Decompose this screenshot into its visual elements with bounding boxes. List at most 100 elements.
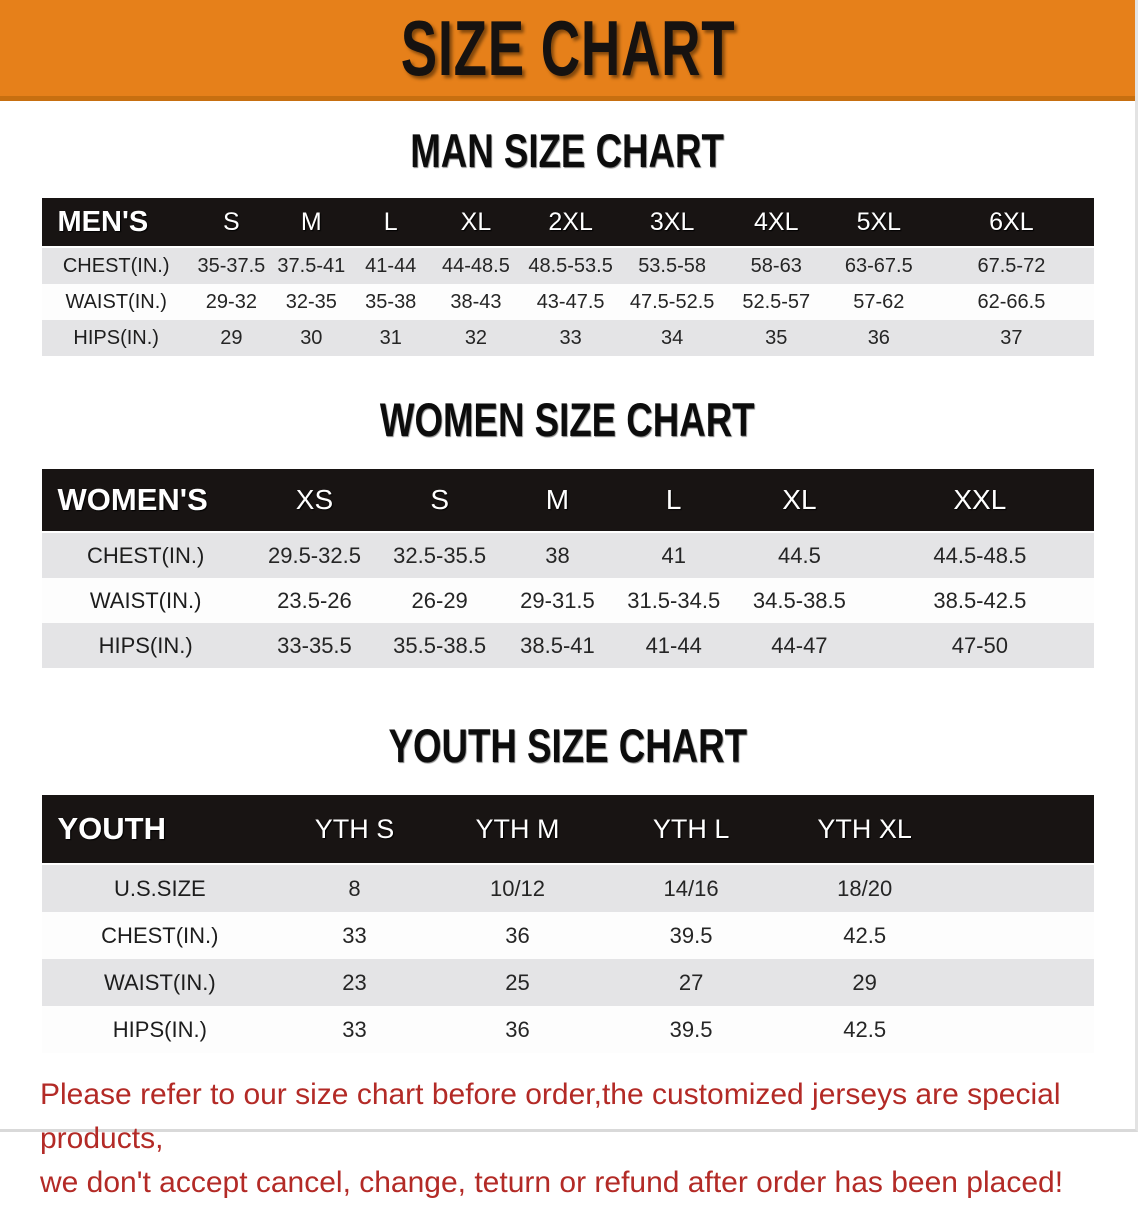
table-row: CHEST(IN.) 35-37.5 37.5-41 41-44 44-48.5 48.5… [41,247,1094,284]
size-value: 52.5-57 [724,284,829,320]
size-column-header: XXL [866,469,1094,533]
men-size-table: MEN'S S M L XL 2XL 3XL 4XL 5XL 6XL CHEST(IN.) 35-37… [41,198,1094,356]
size-value: 38.5-42.5 [866,578,1094,623]
measurement-label: HIPS(IN.) [41,623,250,668]
size-value: 35-37.5 [190,247,272,284]
size-column-header: YTH L [604,795,778,865]
measurement-label: CHEST(IN.) [41,247,191,284]
measurement-label: HIPS(IN.) [41,320,191,356]
table-row: WAIST(IN.) 29-32 32-35 35-38 38-43 43-47.5 47.… [41,284,1094,320]
size-value: 33-35.5 [249,623,380,668]
size-value: 29-32 [190,284,272,320]
table-row: WAIST(IN.) 23.5-26 26-29 29-31.5 31.5-34.5 34… [41,578,1094,623]
measurement-label: CHEST(IN.) [41,532,250,578]
size-value: 14/16 [604,864,778,912]
size-value: 35 [724,320,829,356]
size-value: 8 [278,864,431,912]
size-column-header: 2XL [521,198,621,248]
table-row: HIPS(IN.) 33-35.5 35.5-38.5 38.5-41 41-44 44-… [41,623,1094,668]
size-column-header: M [271,198,351,248]
size-value: 27 [604,959,778,1006]
table-header-label: MEN'S [41,198,191,248]
spacer-cell [951,912,1094,959]
size-column-header: 5XL [828,198,930,248]
size-value: 39.5 [604,912,778,959]
size-value: 18/20 [777,864,952,912]
spacer-cell [951,959,1094,1006]
women-size-table: WOMEN'S XS S M L XL XXL CHEST(IN.) 29.5-32.5 32.5… [41,469,1094,668]
women-section-heading-wrap: WOMEN SIZE CHART [0,396,1135,443]
size-column-header: YTH M [430,795,605,865]
table-row: CHEST(IN.) 29.5-32.5 32.5-35.5 38 41 44.5 44.5… [41,532,1094,578]
size-value: 58-63 [724,247,829,284]
size-value: 23 [278,959,431,1006]
size-value: 34.5-38.5 [732,578,867,623]
size-value: 38 [500,532,615,578]
disclaimer-line-2: we don't accept cancel, change, teturn o… [40,1166,1064,1199]
size-value: 36 [430,912,605,959]
size-value: 62-66.5 [929,284,1094,320]
men-section-heading: MAN SIZE CHART [410,124,725,177]
measurement-label: CHEST(IN.) [41,912,279,959]
men-section-heading-wrap: MAN SIZE CHART [0,127,1135,174]
size-value: 29-31.5 [500,578,615,623]
size-value: 36 [828,320,930,356]
size-column-header: L [350,198,431,248]
size-value: 39.5 [604,1006,778,1053]
size-value: 32-35 [271,284,351,320]
size-value: 35.5-38.5 [379,623,501,668]
measurement-label: WAIST(IN.) [41,284,191,320]
banner-title: SIZE CHART [400,4,735,92]
size-value: 29.5-32.5 [249,532,380,578]
size-value: 67.5-72 [929,247,1094,284]
table-row: HIPS(IN.) 33 36 39.5 42.5 [41,1006,1094,1053]
youth-size-table: YOUTH YTH S YTH M YTH L YTH XL U.S.SIZE 8 10/12… [41,795,1094,1053]
table-header-label: YOUTH [41,795,279,865]
size-value: 41-44 [614,623,733,668]
size-column-header: 4XL [724,198,829,248]
spacer-cell [951,795,1094,865]
size-value: 23.5-26 [249,578,380,623]
size-value: 29 [190,320,272,356]
size-column-header: 6XL [929,198,1094,248]
size-column-header: S [379,469,501,533]
size-column-header: S [190,198,272,248]
size-value: 44.5 [732,532,867,578]
size-column-header: 3XL [620,198,725,248]
size-column-header: YTH S [278,795,431,865]
youth-section-heading-wrap: YOUTH SIZE CHART [0,722,1135,769]
size-value: 44-47 [732,623,867,668]
size-value: 31 [350,320,431,356]
disclaimer-text: Please refer to our size chart before or… [40,1073,1097,1205]
size-value: 42.5 [777,912,952,959]
size-value: 29 [777,959,952,1006]
size-value: 30 [271,320,351,356]
size-value: 44.5-48.5 [866,532,1094,578]
size-value: 31.5-34.5 [614,578,733,623]
size-value: 47-50 [866,623,1094,668]
size-value: 63-67.5 [828,247,930,284]
size-value: 33 [278,1006,431,1053]
size-column-header: L [614,469,733,533]
size-column-header: XL [430,198,522,248]
measurement-label: WAIST(IN.) [41,959,279,1006]
size-value: 37 [929,320,1094,356]
youth-section-heading: YOUTH SIZE CHART [388,719,747,772]
size-value: 37.5-41 [271,247,351,284]
size-value: 33 [278,912,431,959]
measurement-label: U.S.SIZE [41,864,279,912]
size-value: 41 [614,532,733,578]
size-value: 57-62 [828,284,930,320]
size-column-header: XL [732,469,867,533]
size-value: 33 [521,320,621,356]
women-section-heading: WOMEN SIZE CHART [380,393,755,446]
table-row: WAIST(IN.) 23 25 27 29 [41,959,1094,1006]
table-row: U.S.SIZE 8 10/12 14/16 18/20 [41,864,1094,912]
table-header-label: WOMEN'S [41,469,250,533]
size-value: 47.5-52.5 [620,284,725,320]
size-value: 53.5-58 [620,247,725,284]
size-value: 10/12 [430,864,605,912]
size-value: 26-29 [379,578,501,623]
size-column-header: YTH XL [777,795,952,865]
size-column-header: M [500,469,615,533]
